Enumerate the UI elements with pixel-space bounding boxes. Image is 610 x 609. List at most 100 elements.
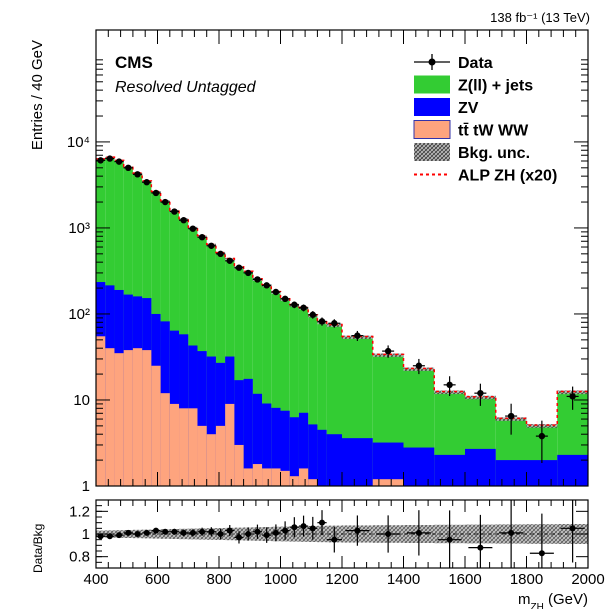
zv-bar: [342, 438, 373, 486]
tt-tw-ww-bar: [96, 336, 106, 486]
tt-tw-ww-bar: [105, 348, 115, 486]
ratio-point: [569, 525, 576, 532]
zv-bar: [289, 417, 299, 486]
ratio-point: [189, 529, 196, 536]
ratio-y-tick-label: 0.8: [69, 549, 90, 566]
zv-bar: [243, 378, 253, 486]
ratio-point: [97, 533, 104, 540]
signal-line: [96, 156, 588, 426]
ratio-point: [446, 536, 453, 543]
tt-tw-ww-bar: [308, 479, 318, 486]
data-point: [180, 217, 187, 224]
stacked-histogram: [96, 157, 588, 487]
ratio-point: [319, 519, 326, 526]
ratio-points: [96, 500, 585, 568]
ratio-point: [254, 528, 261, 535]
z-ll-jets-bar: [234, 267, 244, 486]
tt-tw-ww-bar: [151, 365, 161, 486]
ratio-point: [272, 529, 279, 536]
data-point: [384, 347, 392, 355]
cms-label: CMS: [115, 53, 153, 72]
ratio-point: [263, 532, 270, 539]
tt-tw-ww-bar: [160, 393, 170, 486]
zv-bar: [298, 412, 309, 486]
data-point: [318, 318, 326, 325]
tt-tw-ww-bar: [280, 470, 290, 486]
ratio-point: [180, 529, 187, 536]
data-point: [263, 282, 270, 289]
tt-tw-ww-bar: [179, 408, 189, 486]
ratio-point: [162, 528, 169, 535]
legend-swatch-bkg-unc: [414, 143, 450, 161]
x-tick-label: 1000: [264, 571, 297, 588]
data-point: [300, 304, 307, 311]
ratio-point: [385, 531, 392, 537]
ratio-y-tick-label: 1: [82, 526, 90, 543]
x-tick-label: 1600: [448, 571, 481, 588]
z-ll-jets-bar: [271, 292, 281, 486]
data-point: [152, 189, 160, 197]
data-point: [281, 295, 289, 303]
x-axis-label-subscript: ZH: [530, 602, 543, 609]
tt-tw-ww-bar: [289, 476, 299, 486]
legend-data-marker: [428, 58, 436, 66]
data-point: [125, 164, 132, 172]
legend-label-data: Data: [458, 55, 493, 72]
tt-tw-ww-bar: [142, 350, 152, 486]
x-tick-label: 2000: [571, 571, 604, 588]
signal-line-path: [96, 156, 588, 426]
y-tick-label: 10: [73, 392, 90, 409]
zv-bar: [215, 362, 226, 486]
ratio-point: [226, 527, 233, 534]
ratio-point: [171, 528, 178, 535]
data-point: [415, 362, 423, 369]
x-tick-label: 1400: [387, 571, 420, 588]
tt-tw-ww-bar: [252, 464, 263, 486]
zv-bar: [252, 393, 263, 486]
y-tick-label: 10⁴: [67, 134, 90, 151]
tt-tw-ww-bar: [372, 479, 404, 486]
tt-tw-ww-bar: [114, 353, 124, 486]
tt-tw-ww-bar: [206, 434, 216, 486]
legend-label-signal: ALP ZH (x20): [458, 168, 557, 185]
tt-tw-ww-bar: [298, 468, 309, 486]
z-ll-jets-bar: [252, 279, 263, 486]
zv-bar: [372, 442, 404, 486]
ratio-point: [125, 529, 132, 536]
data-point: [309, 311, 316, 318]
zv-bar: [526, 460, 558, 486]
legend: Data Z(ll) + jets ZV tt̄ tW WW Bkg. unc. ALP …: [413, 54, 557, 185]
ratio-y-axis-label: Data/Bkg: [31, 524, 45, 573]
legend-swatch-zv: [414, 98, 450, 116]
y-tick-label: 10³: [68, 220, 90, 237]
z-ll-jets-bar: [317, 322, 327, 486]
ratio-point: [477, 544, 484, 551]
ratio-point: [217, 531, 224, 537]
tt-tw-ww-bar: [188, 408, 198, 486]
data-point: [217, 250, 224, 258]
ratio-point: [235, 534, 242, 541]
ratio-point: [116, 532, 123, 539]
data-point: [198, 234, 206, 241]
x-tick-label: 400: [83, 571, 108, 588]
data-point: [254, 276, 261, 283]
ratio-point: [538, 550, 545, 557]
zv-bar: [465, 448, 496, 486]
data-point: [477, 389, 484, 397]
tt-tw-ww-bar: [197, 425, 207, 486]
ratio-point: [291, 524, 298, 531]
x-axis-label-symbol: m: [518, 591, 531, 608]
y-tick-label: 10²: [68, 306, 90, 323]
ratio-y-tick-label: 1.2: [69, 503, 90, 520]
zv-bar: [271, 407, 281, 486]
legend-label-z-ll-jets: Z(ll) + jets: [458, 78, 533, 95]
z-ll-jets-bar: [280, 299, 290, 486]
tt-tw-ww-bar: [243, 468, 253, 486]
ratio-point: [199, 528, 206, 535]
tt-tw-ww-bar: [215, 425, 226, 486]
tt-tw-ww-bar: [262, 468, 272, 486]
tt-tw-ww-bar: [123, 350, 133, 486]
data-point: [507, 412, 515, 420]
zv-bar: [434, 454, 465, 486]
